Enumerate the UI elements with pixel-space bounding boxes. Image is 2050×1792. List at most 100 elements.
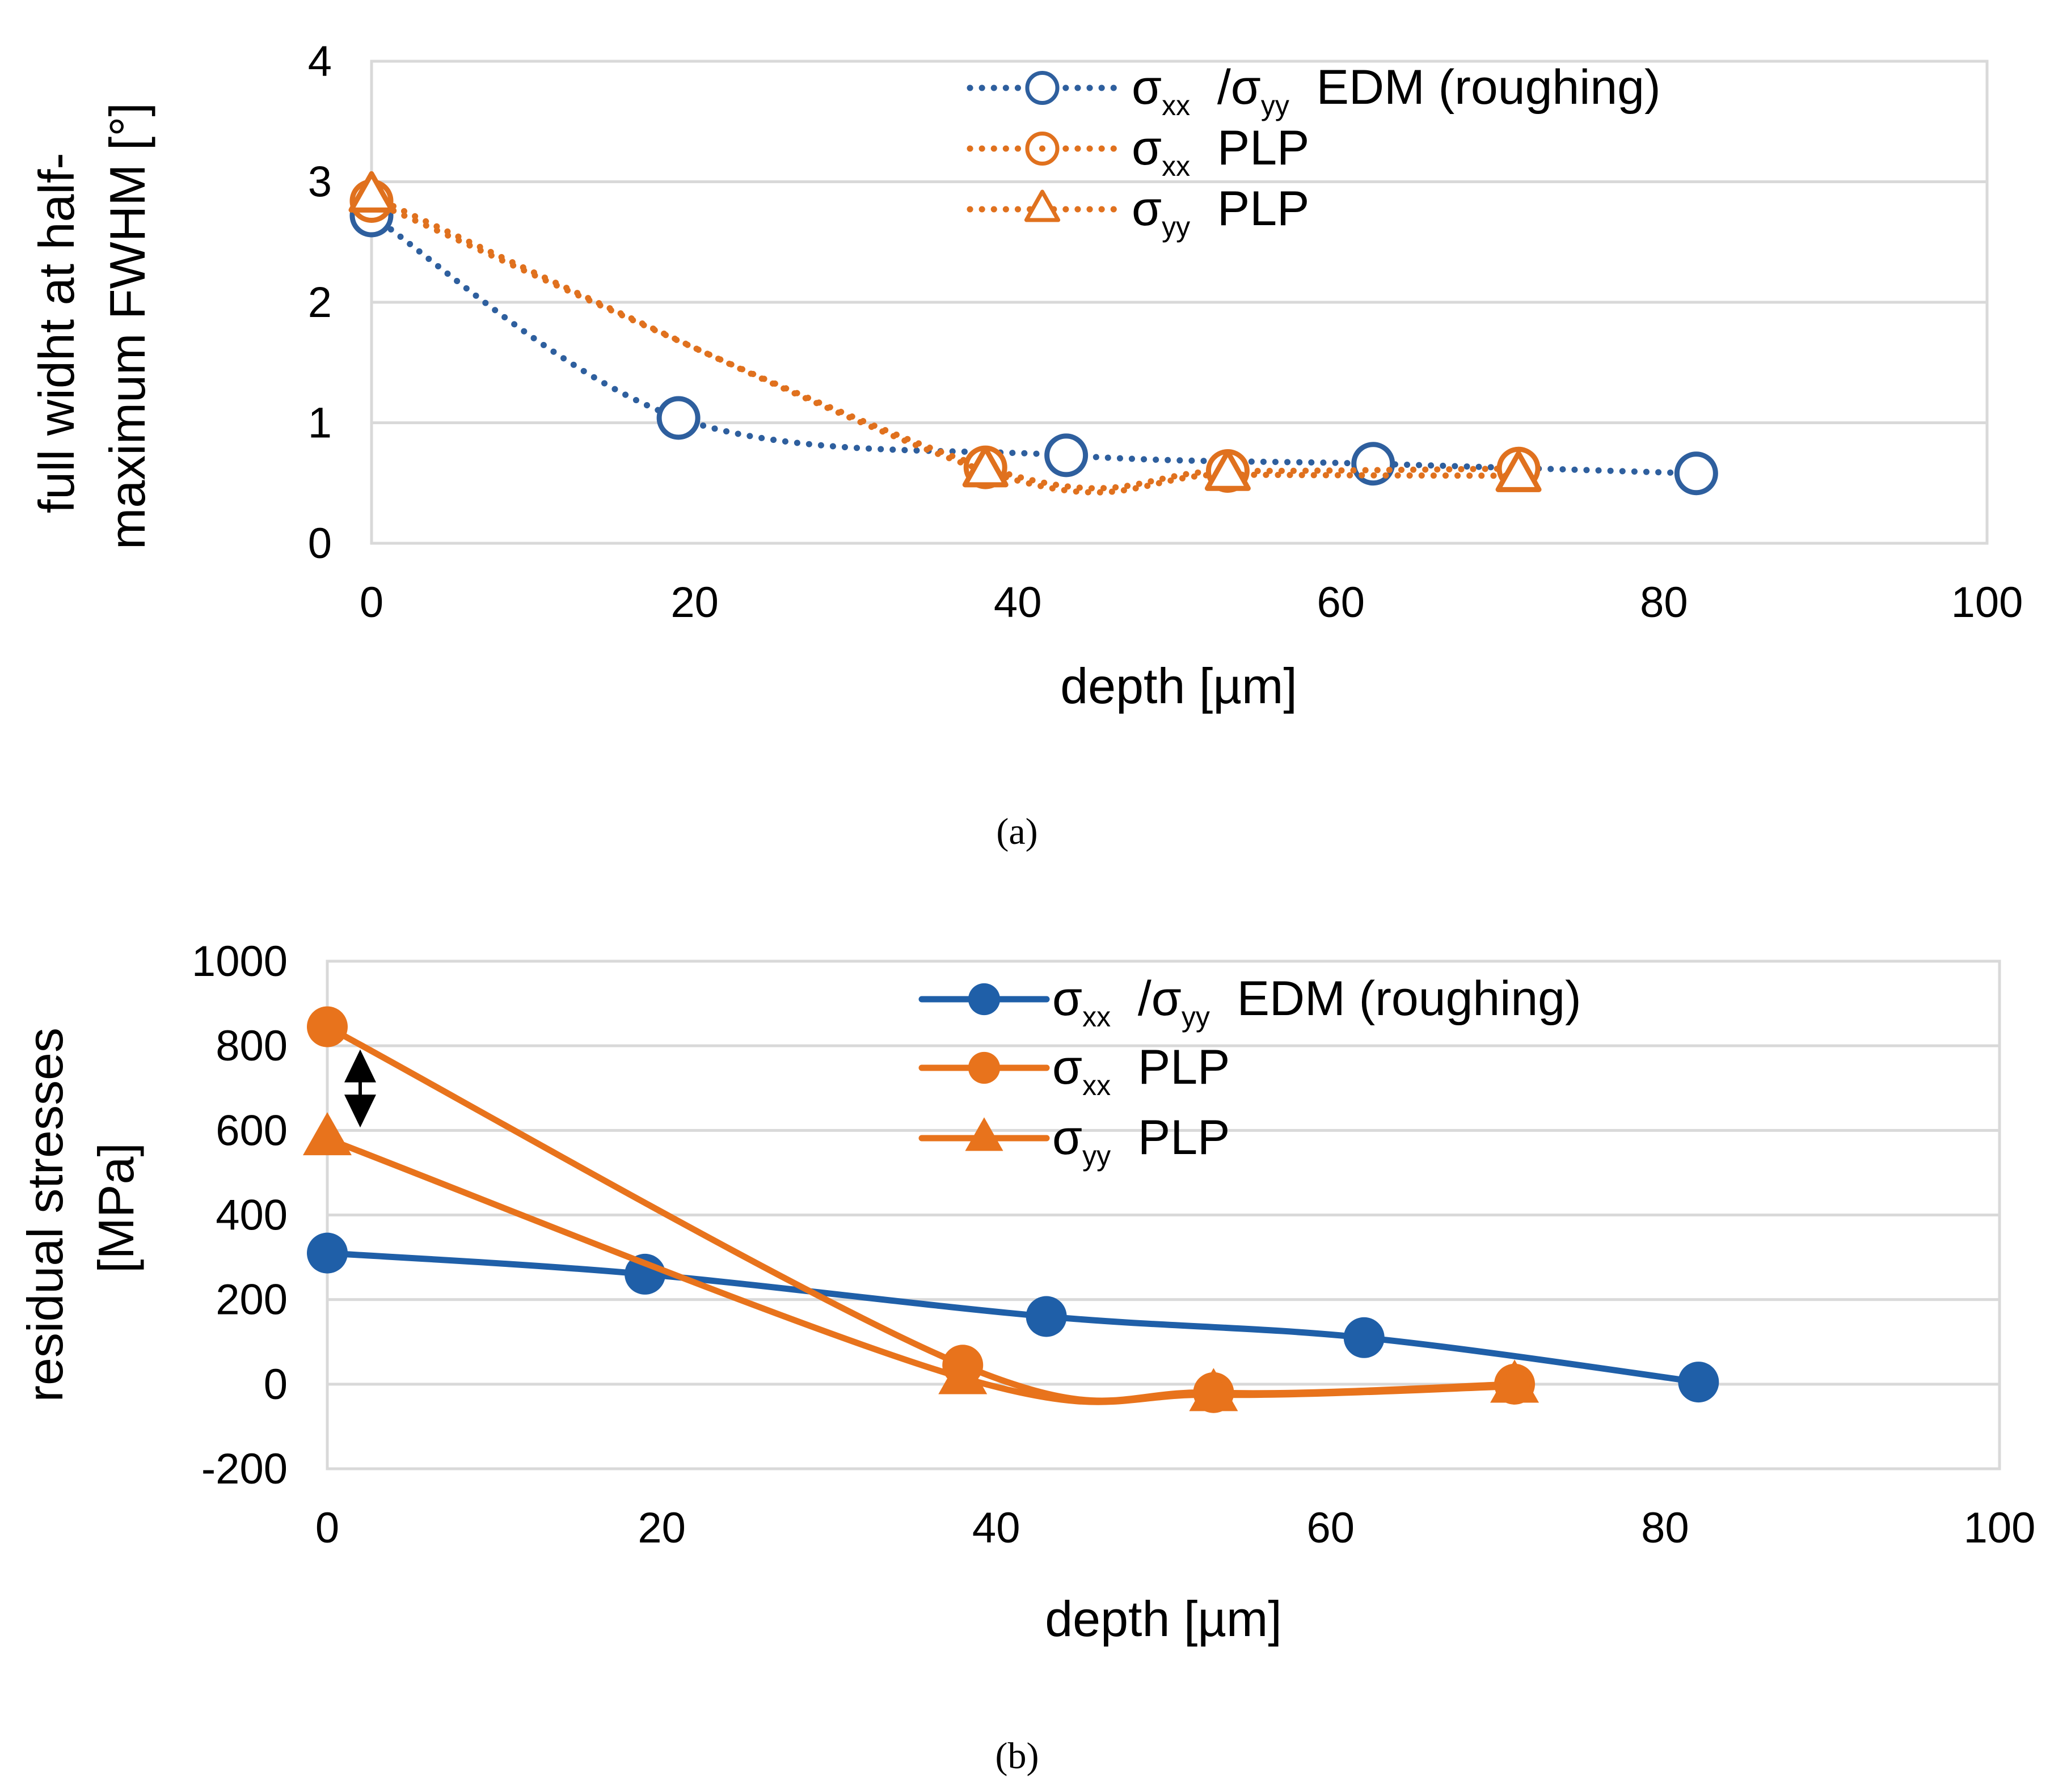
y-tick-label: 1 [308,399,332,447]
x-tick-label: 100 [1964,1504,2036,1552]
series-a-0 [349,193,1718,496]
y-axis-label-b-line2: [MPa] [88,1143,144,1273]
legend-symbol: σ [1132,60,1162,115]
data-point-marker [303,1112,352,1156]
chart-panel-b: -200 0 200 400 600 800 1000 0 20 40 60 80 100 resid… [17,937,2035,1777]
chart-panel-a: 0 1 2 3 4 0 20 40 60 80 100 full widht at half- m… [28,37,2023,852]
legend-separator: /σ [1190,60,1261,115]
data-point-marker [1674,451,1718,496]
legend-symbol: σ [1052,1040,1082,1094]
y-tick-label: 4 [308,37,332,86]
y-tick-label: 1000 [192,937,288,986]
series-b-2 [303,1112,1539,1411]
series-a-1 [349,179,1541,493]
data-point-marker [1024,189,1061,222]
x-tick-label: 40 [994,578,1042,627]
x-tick-label: 60 [1317,578,1365,627]
data-point-marker-dot [1039,145,1045,152]
legend-entry: σyy PLP [918,1110,1230,1172]
x-axis-label-b: depth [µm] [1045,1591,1282,1647]
x-ticks-a: 0 20 40 60 80 100 [360,578,2023,627]
series-line [368,212,1699,477]
legend-entry: σxx /σyy EDM (roughing) [967,60,1661,121]
y-tick-label: -200 [201,1445,288,1493]
legend-text: PLP [1111,1110,1230,1165]
legend-text: PLP [1111,1040,1230,1094]
y-axis-label-b-line1: residual stresses [17,1028,73,1402]
legend-label: σxx PLP [1052,1040,1230,1101]
legend-entry: σxx PLP [918,1040,1230,1101]
data-point-marker [965,1117,1003,1151]
legend-text: EDM (roughing) [1210,971,1581,1026]
y-axis-label-a-line1: full widht at half- [28,153,85,513]
x-tick-label: 80 [1641,1504,1689,1552]
data-point-marker [1026,1296,1067,1337]
data-point-marker [1044,433,1089,477]
legend-entry: σxx PLP [967,121,1309,182]
y-tick-label: 600 [216,1106,288,1155]
x-tick-label: 20 [638,1504,686,1552]
data-point-marker [968,1051,1001,1084]
legend-symbol: σ [1052,971,1082,1026]
legend-label: σyy PLP [1132,181,1309,243]
data-point-marker [968,983,1001,1016]
legend-label: σxx /σyy EDM (roughing) [1132,60,1661,121]
y-ticks-a: 0 1 2 3 4 [308,37,332,568]
legend-label: σxx PLP [1132,121,1309,182]
legend-subscript: yy [1182,1001,1210,1033]
plot-area-a [370,60,1989,545]
x-tick-label: 100 [1951,578,2023,627]
x-tick-label: 60 [1307,1504,1355,1552]
y-tick-label: 400 [216,1191,288,1240]
caption-b: (b) [996,1735,1039,1777]
arrow-head-up [344,1049,376,1083]
y-tick-label: 800 [216,1022,288,1070]
legend-subscript: yy [1082,1140,1111,1172]
y-tick-label: 2 [308,278,332,327]
legend-label: σxx /σyy EDM (roughing) [1052,971,1581,1033]
y-tick-label: 3 [308,158,332,206]
caption-a: (a) [996,811,1037,852]
legend-symbol: σ [1052,1110,1082,1165]
legend-subscript: xx [1082,1070,1111,1101]
data-point-marker [307,1006,348,1047]
series-a [348,171,1718,496]
gridlines-a [372,60,1987,545]
data-point-marker [1189,1368,1238,1411]
series-b [303,1006,1719,1413]
legend-subscript: xx [1082,1001,1111,1033]
data-point-marker [656,396,701,440]
data-point-marker [1025,70,1060,105]
x-tick-label: 20 [670,578,719,627]
x-tick-label: 80 [1640,578,1688,627]
y-tick-label: 0 [264,1360,288,1409]
data-point-marker [962,446,1009,488]
legend-subscript: xx [1162,150,1190,182]
series-a-2 [348,171,1542,496]
x-tick-label: 0 [315,1504,339,1552]
legend-symbol: σ [1132,181,1162,236]
legend-subscript: yy [1162,211,1190,243]
data-point-marker [1204,449,1251,491]
x-ticks-b: 0 20 40 60 80 100 [315,1504,2036,1552]
legend-text: PLP [1190,181,1309,236]
y-ticks-b: -200 0 200 400 600 800 1000 [192,937,288,1493]
y-axis-label-a: full widht at half- maximum FWHM [°] [28,103,155,550]
y-tick-label: 200 [216,1276,288,1324]
data-point-marker [1490,1359,1539,1403]
series-line [368,198,1522,492]
legend-subscript: xx [1162,90,1190,121]
legend-text: EDM (roughing) [1289,60,1661,115]
y-tick-label: 0 [308,519,332,568]
x-axis-label-a: depth [µm] [1060,658,1297,714]
x-tick-label: 40 [972,1504,1020,1552]
series-b-0 [307,1232,1719,1403]
legend-entry: σyy PLP [967,181,1309,243]
series-line [368,193,1522,496]
arrow-head-down [344,1094,376,1128]
plot-area-b [326,960,2001,1470]
series-line [324,1250,1702,1385]
